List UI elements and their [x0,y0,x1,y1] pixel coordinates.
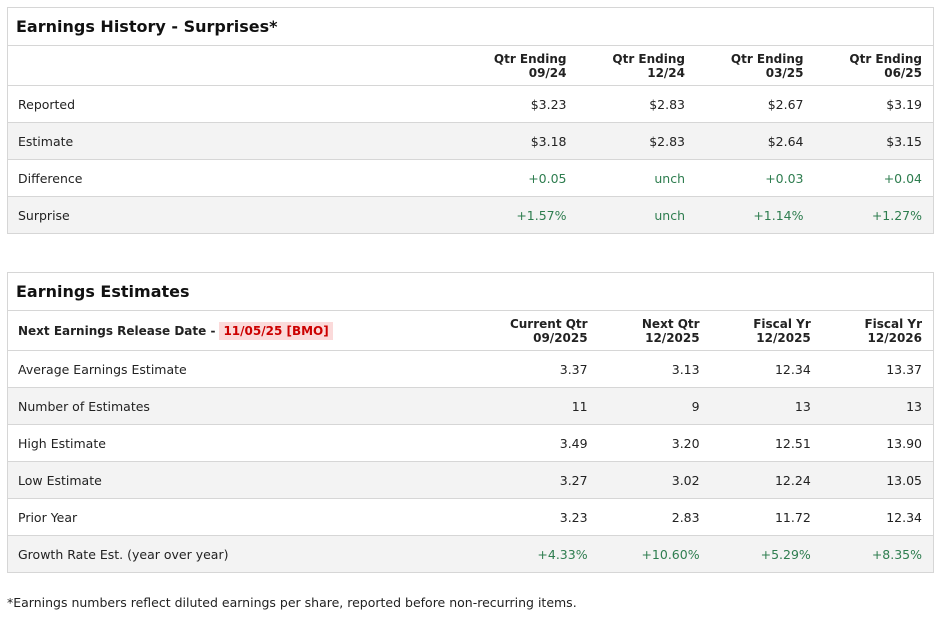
column-header-line2: 09/2025 [533,330,588,345]
table-row: Low Estimate 3.27 3.02 12.24 13.05 [8,461,933,499]
column-header: Qtr Ending 06/25 [814,46,933,86]
row-label: Difference [8,159,459,197]
row-label: Estimate [8,122,459,160]
column-header: Fiscal Yr 12/2026 [821,311,933,351]
column-header-line2: 12/2025 [756,330,811,345]
earnings-history-panel: Earnings History - Surprises* Qtr Ending… [7,7,934,234]
cell-value: 3.27 [459,461,599,499]
table-row: Average Earnings Estimate 3.37 3.13 12.34 13… [8,350,933,388]
cell-value: +1.57% [459,196,578,233]
row-label: Prior Year [8,498,459,536]
row-label: Number of Estimates [8,387,459,425]
table-row: Growth Rate Est. (year over year) +4.33% +… [8,535,933,572]
column-header: Current Qtr 09/2025 [459,311,599,351]
cell-value: 13.05 [821,461,933,499]
row-label: Low Estimate [8,461,459,499]
column-header-line1: Qtr Ending [612,51,685,66]
column-header-line2: 12/2026 [867,330,922,345]
cell-value: 3.20 [598,424,711,462]
release-date-badge: 11/05/25 [BMO] [219,321,333,340]
table-row: Surprise +1.57% unch +1.14% +1.27% [8,196,933,233]
table-row: Number of Estimates 11 9 13 13 [8,387,933,425]
column-header-line1: Qtr Ending [849,51,922,66]
cell-value: 13 [710,387,822,425]
cell-value: +1.27% [814,196,933,233]
cell-value: 2.83 [598,498,711,536]
cell-value: +0.03 [696,159,815,197]
column-header-line1: Fiscal Yr [864,316,922,331]
cell-value: +5.29% [710,535,822,572]
cell-value: unch [577,196,696,233]
cell-value: +0.04 [814,159,933,197]
table-row: Estimate $3.18 $2.83 $2.64 $3.15 [8,122,933,160]
cell-value: 13.37 [821,350,933,388]
cell-value: +0.05 [459,159,578,197]
table-row: High Estimate 3.49 3.20 12.51 13.90 [8,424,933,462]
column-header-line2: 12/24 [647,65,685,80]
header-blank [8,46,459,86]
column-header-line1: Fiscal Yr [753,316,811,331]
cell-value: 9 [598,387,711,425]
column-header-line2: 09/24 [528,65,567,80]
column-header-line2: 12/2025 [645,330,700,345]
release-date-header: Next Earnings Release Date -11/05/25 [BM… [8,311,459,351]
cell-value: +8.35% [821,535,933,572]
column-header-line1: Qtr Ending [493,51,567,66]
column-header-line2: 03/25 [765,65,804,80]
cell-value: 12.34 [821,498,933,536]
column-header: Next Qtr 12/2025 [598,311,711,351]
column-header-line1: Next Qtr [641,316,700,331]
earnings-history-title: Earnings History - Surprises* [8,8,933,46]
cell-value: $2.64 [696,122,815,160]
footnote: *Earnings numbers reflect diluted earnin… [7,595,577,610]
column-header-line1: Qtr Ending [730,51,804,66]
cell-value: $3.15 [814,122,933,160]
cell-value: +4.33% [459,535,599,572]
column-header-line1: Current Qtr [509,316,588,331]
release-date-label: Next Earnings Release Date - [18,323,216,338]
cell-value: 12.24 [710,461,822,499]
cell-value: 11.72 [710,498,822,536]
cell-value: $3.23 [459,85,578,123]
cell-value: 13.90 [821,424,933,462]
earnings-estimates-title: Earnings Estimates [8,273,933,311]
cell-value: +10.60% [598,535,711,572]
table-row: Prior Year 3.23 2.83 11.72 12.34 [8,498,933,536]
cell-value: 13 [821,387,933,425]
earnings-estimates-table: Next Earnings Release Date -11/05/25 [BM… [8,311,933,572]
column-header: Qtr Ending 03/25 [696,46,815,86]
table-row: Difference +0.05 unch +0.03 +0.04 [8,159,933,197]
cell-value: 3.23 [459,498,599,536]
cell-value: $2.67 [696,85,815,123]
column-header-line2: 06/25 [884,65,922,80]
column-header: Qtr Ending 09/24 [459,46,578,86]
earnings-estimates-panel: Earnings Estimates Next Earnings Release… [7,272,934,573]
cell-value: $3.18 [459,122,578,160]
cell-value: $2.83 [577,122,696,160]
row-label: Growth Rate Est. (year over year) [8,535,459,572]
column-header: Qtr Ending 12/24 [577,46,696,86]
cell-value: 12.34 [710,350,822,388]
row-label: Surprise [8,196,459,233]
row-label: High Estimate [8,424,459,462]
cell-value: 12.51 [710,424,822,462]
cell-value: 11 [459,387,599,425]
cell-value: $3.19 [814,85,933,123]
cell-value: 3.37 [459,350,599,388]
column-header: Fiscal Yr 12/2025 [710,311,822,351]
cell-value: 3.02 [598,461,711,499]
table-row: Reported $3.23 $2.83 $2.67 $3.19 [8,85,933,123]
cell-value: $2.83 [577,85,696,123]
cell-value: +1.14% [696,196,815,233]
cell-value: 3.49 [459,424,599,462]
row-label: Reported [8,85,459,123]
row-label: Average Earnings Estimate [8,350,459,388]
cell-value: 3.13 [598,350,711,388]
cell-value: unch [577,159,696,197]
earnings-history-table: Qtr Ending 09/24 Qtr Ending 12/24 Qtr Ending… [8,46,933,233]
